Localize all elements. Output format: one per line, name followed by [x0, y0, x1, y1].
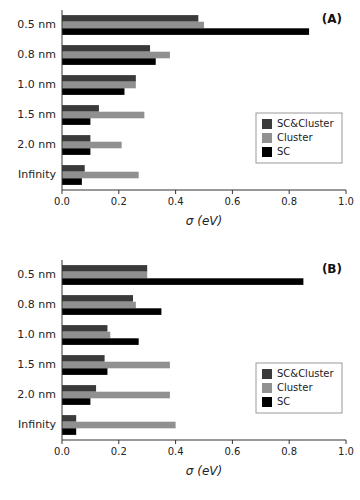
legend-swatch — [262, 369, 272, 379]
x-axis-label: σ (eV) — [186, 214, 222, 228]
category-label: 1.0 nm — [17, 78, 56, 91]
bar — [62, 362, 170, 369]
bar — [62, 325, 107, 332]
bar — [62, 28, 309, 35]
category-label: 0.8 nm — [17, 48, 56, 61]
bar — [62, 428, 76, 435]
panel-label: (A) — [322, 12, 342, 26]
bar — [62, 422, 176, 429]
category-label: 0.5 nm — [17, 18, 56, 31]
x-tick-label: 0.6 — [224, 196, 240, 207]
x-tick-label: 1.0 — [338, 196, 354, 207]
x-tick — [346, 190, 347, 194]
bar — [62, 105, 99, 112]
x-tick — [118, 440, 119, 444]
category-label: 0.5 nm — [17, 268, 56, 281]
figure: 0.5 nm 0.8 nm 1.0 nm 1.5 nm 2.0 nm Infinity 0.… — [0, 0, 360, 500]
legend-label: Cluster — [277, 382, 313, 393]
legend: SC&Cluster Cluster SC — [256, 113, 342, 163]
bar — [62, 82, 136, 89]
category-label: 1.5 nm — [17, 108, 56, 121]
bar — [62, 172, 139, 179]
bar — [62, 368, 107, 375]
x-tick-label: 0.4 — [168, 196, 184, 207]
bar — [62, 88, 124, 95]
bar — [62, 272, 147, 279]
bar — [62, 112, 144, 119]
bar — [62, 308, 161, 315]
bar — [62, 148, 90, 155]
category-label: 0.8 nm — [17, 298, 56, 311]
x-tick — [118, 190, 119, 194]
y-axis-line — [62, 10, 63, 190]
x-tick-label: 0.2 — [111, 196, 127, 207]
bar — [62, 265, 147, 272]
legend-box — [256, 113, 342, 163]
legend-swatch — [262, 147, 272, 157]
bar — [62, 302, 136, 309]
x-tick-label: 0.6 — [224, 446, 240, 457]
x-tick — [62, 190, 63, 194]
category-label: 2.0 nm — [17, 138, 56, 151]
bar — [62, 45, 150, 52]
x-tick — [232, 440, 233, 444]
bar — [62, 392, 170, 399]
bar — [62, 118, 90, 125]
x-tick-label: 0.0 — [54, 446, 70, 457]
x-tick — [289, 190, 290, 194]
x-axis-line — [62, 440, 346, 441]
legend-swatch — [262, 397, 272, 407]
x-tick-label: 0.8 — [281, 446, 297, 457]
legend-label: SC — [277, 396, 290, 407]
legend-label: Cluster — [277, 132, 313, 143]
legend-label: SC&Cluster — [277, 368, 335, 379]
bar — [62, 332, 110, 339]
x-tick — [175, 190, 176, 194]
x-tick — [175, 440, 176, 444]
y-axis-line — [62, 260, 63, 440]
x-axis-line — [62, 190, 346, 191]
category-label: Infinity — [18, 418, 56, 431]
bar — [62, 52, 170, 59]
x-tick — [346, 440, 347, 444]
bar — [62, 142, 122, 149]
bar — [62, 22, 204, 29]
bar — [62, 415, 76, 422]
legend-box — [256, 363, 342, 413]
bar — [62, 135, 90, 142]
bar — [62, 15, 198, 22]
bar — [62, 165, 85, 172]
category-label: 1.5 nm — [17, 358, 56, 371]
panel: 0.5 nm 0.8 nm 1.0 nm 1.5 nm 2.0 nm Infinity 0.… — [17, 10, 354, 228]
bar — [62, 398, 90, 405]
legend: SC&Cluster Cluster SC — [256, 363, 342, 413]
bar — [62, 178, 82, 185]
bar — [62, 338, 139, 345]
bar — [62, 58, 156, 65]
bar — [62, 385, 96, 392]
bar — [62, 295, 133, 302]
x-tick-label: 0.8 — [281, 196, 297, 207]
bar — [62, 278, 303, 285]
x-tick — [289, 440, 290, 444]
legend-label: SC — [277, 146, 290, 157]
bar — [62, 355, 105, 362]
panel-label: (B) — [322, 262, 342, 276]
panel: 0.5 nm 0.8 nm 1.0 nm 1.5 nm 2.0 nm Infinity 0.… — [17, 260, 354, 478]
x-tick-label: 0.4 — [168, 446, 184, 457]
x-tick — [62, 440, 63, 444]
x-tick-label: 0.0 — [54, 196, 70, 207]
x-axis-label: σ (eV) — [186, 464, 222, 478]
legend-label: SC&Cluster — [277, 118, 335, 129]
x-tick-label: 0.2 — [111, 446, 127, 457]
legend-swatch — [262, 133, 272, 143]
x-tick-label: 1.0 — [338, 446, 354, 457]
x-tick — [232, 190, 233, 194]
legend-swatch — [262, 383, 272, 393]
category-label: Infinity — [18, 168, 56, 181]
category-label: 2.0 nm — [17, 388, 56, 401]
category-label: 1.0 nm — [17, 328, 56, 341]
legend-swatch — [262, 119, 272, 129]
bar — [62, 75, 136, 82]
